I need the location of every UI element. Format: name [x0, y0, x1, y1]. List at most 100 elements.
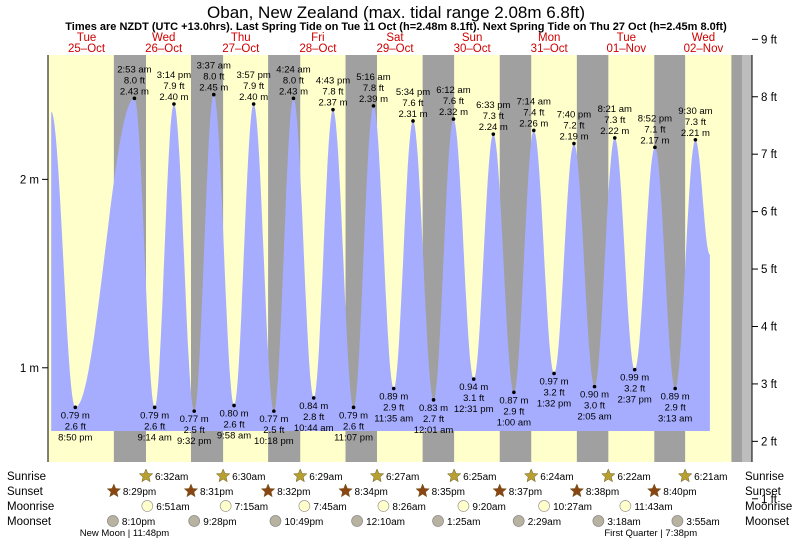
tide-point	[431, 398, 436, 402]
high-tide-feet: 7.2 ft	[563, 121, 584, 132]
high-tide-time: 2:53 am	[117, 64, 151, 75]
day-date-label: 02–Nov	[684, 43, 724, 55]
tide-point	[311, 396, 316, 400]
tide-point	[552, 371, 556, 376]
y-tick-label-ft: 9 ft	[761, 34, 778, 46]
moonset-row-label-right: Moonset	[745, 516, 790, 528]
tide-point	[693, 137, 698, 142]
moonset-icon	[671, 515, 684, 527]
low-tide-meters: 0.79 m	[140, 410, 169, 421]
low-tide-meters: 0.77 m	[259, 414, 288, 425]
moonset-icon	[188, 515, 201, 527]
tide-point	[572, 141, 576, 146]
tide-point	[172, 102, 176, 106]
y-tick-label-ft: 1 ft	[761, 494, 778, 506]
moonset-row-label-left: Moonset	[7, 516, 52, 528]
moonrise-time: 7:45am	[313, 502, 346, 513]
day-of-week-label: Sun	[462, 32, 482, 44]
day-of-week-label: Sat	[386, 32, 404, 44]
tide-point	[653, 145, 657, 150]
axes: 1 m 2 m 1 ft 2 ft 3 ft 4 ft 5 ft 6 ft 7 ft 8 ft 9 …	[20, 34, 778, 505]
tide-point	[512, 390, 516, 395]
low-tide-time: 9:14 am	[138, 432, 172, 443]
high-tide-feet: 7.1 ft	[644, 124, 665, 135]
low-tide-meters: 0.99 m	[620, 373, 649, 384]
high-tide-feet: 7.3 ft	[685, 117, 706, 128]
moonset-time: 1:25am	[447, 517, 480, 528]
y-tick-label-ft: 2 ft	[761, 436, 778, 448]
day-of-week-label: Mon	[538, 32, 560, 44]
moonset-time: 12:10am	[366, 517, 405, 528]
high-tide-time: 3:57 pm	[236, 70, 270, 81]
low-tide-feet: 3.0 ft	[584, 401, 605, 412]
low-tide-meters: 0.83 m	[419, 403, 448, 414]
low-tide-meters: 0.79 m	[61, 410, 90, 421]
moon-phase-label: First Quarter | 7:38pm	[604, 528, 697, 539]
sunset-icon	[183, 483, 199, 498]
tide-point	[251, 102, 256, 106]
high-tide-feet: 8.0 ft	[124, 75, 145, 86]
tide-point	[471, 377, 476, 381]
high-tide-feet: 7.3 ft	[604, 115, 625, 126]
day-of-week-label: Wed	[692, 32, 715, 44]
low-tide-meters: 0.79 m	[339, 410, 368, 421]
low-tide-feet: 2.6 ft	[223, 419, 244, 430]
day-headings: Tue25–OctWed26–OctThu27–OctFri28–OctSat2…	[68, 32, 723, 55]
y-tick-label-m: 2 m	[20, 174, 39, 186]
low-tide-time: 12:01 am	[414, 425, 454, 436]
low-tide-meters: 0.87 m	[499, 395, 528, 406]
tide-point	[673, 386, 677, 391]
night-band	[731, 55, 742, 462]
low-tide-feet: 2.6 ft	[144, 421, 165, 432]
high-tide-feet: 7.8 ft	[363, 83, 384, 94]
tide-point	[612, 136, 617, 140]
sunset-icon	[106, 483, 122, 498]
low-tide-feet: 2.6 ft	[65, 421, 86, 432]
tide-point	[291, 96, 296, 101]
low-tide-time: 11:07 pm	[334, 432, 373, 443]
sunset-icon	[646, 483, 662, 498]
moonset-time: 3:55am	[686, 517, 719, 528]
low-tide-time: 2:05 am	[577, 412, 611, 423]
high-tide-meters: 2.31 m	[398, 109, 427, 120]
low-tide-time: 2:37 pm	[618, 395, 652, 406]
moonset-time: 2:29am	[528, 517, 561, 528]
high-tide-meters: 2.40 m	[239, 92, 268, 103]
high-tide-meters: 2.32 m	[439, 107, 468, 118]
high-tide-time: 4:43 pm	[316, 76, 350, 87]
y-tick-label-ft: 8 ft	[761, 92, 778, 104]
high-tide-time: 8:52 pm	[638, 113, 672, 124]
sunrise-icon	[215, 468, 231, 483]
sunset-icon	[338, 483, 353, 498]
sunrise-icon	[369, 468, 385, 483]
day-date-label: 26–Oct	[145, 43, 183, 55]
high-tide-feet: 7.3 ft	[483, 111, 504, 122]
day-date-label: 25–Oct	[68, 43, 106, 55]
moonrise-icon	[457, 500, 470, 512]
high-tide-time: 7:40 pm	[557, 110, 591, 121]
sunrise-icon	[138, 468, 154, 483]
high-tide-feet: 7.9 ft	[243, 81, 264, 92]
moonrise-icon	[538, 500, 550, 512]
tide-point	[592, 384, 597, 389]
sunset-time: 8:40pm	[663, 487, 696, 498]
low-tide-time: 11:35 am	[374, 414, 413, 425]
moonset-icon	[107, 515, 119, 527]
low-tide-time: 12:31 pm	[454, 404, 494, 415]
sunset-time: 8:37pm	[509, 487, 542, 498]
sunrise-row-label-left: Sunrise	[7, 471, 46, 483]
low-tide-feet: 2.9 ft	[383, 403, 404, 414]
tide-point	[331, 107, 335, 112]
high-tide-meters: 2.17 m	[640, 135, 669, 146]
sunrise-time: 6:30am	[232, 472, 265, 483]
tide-point	[272, 409, 276, 413]
tide-point	[491, 132, 496, 136]
day-of-week-label: Tue	[77, 32, 96, 44]
low-tide-time: 9:58 am	[217, 430, 251, 441]
moonrise-icon	[141, 500, 154, 512]
low-tide-feet: 3.2 ft	[543, 387, 564, 398]
moon-phases: New Moon | 11:48pm First Quarter | 7:38pm	[80, 528, 697, 539]
high-tide-meters: 2.19 m	[559, 132, 588, 143]
high-tide-feet: 7.4 ft	[523, 107, 544, 118]
